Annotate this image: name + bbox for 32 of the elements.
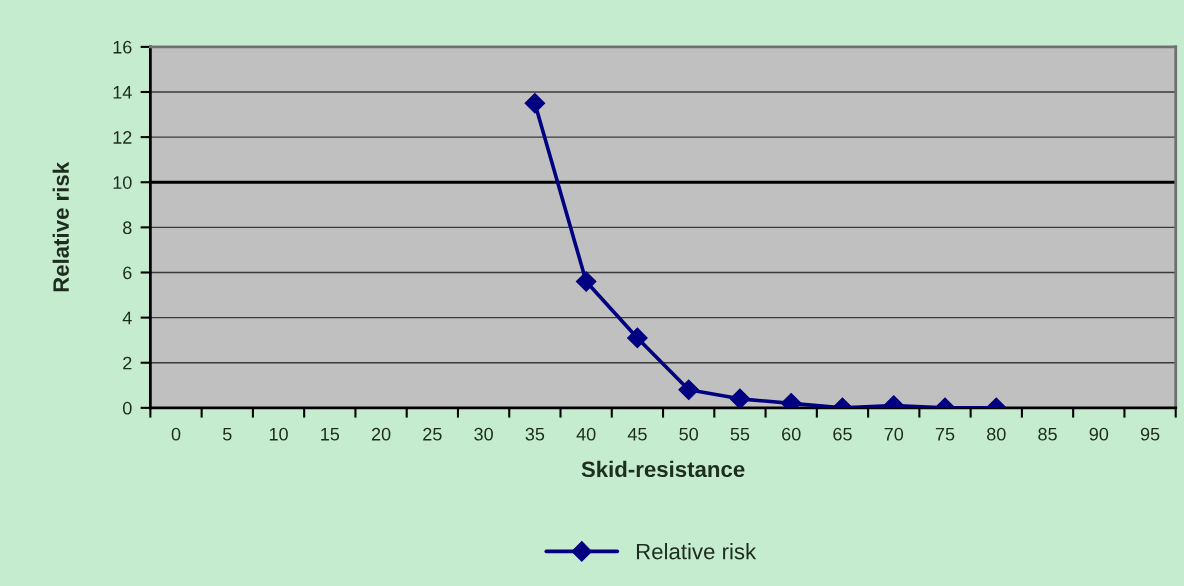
x-tick-label: 75	[935, 427, 955, 441]
x-tick-label: 60	[782, 427, 801, 441]
y-tick-label: 14	[113, 86, 132, 99]
x-tick-label: 55	[730, 427, 750, 441]
x-tick-label: 0	[171, 427, 181, 441]
x-tick-label: 25	[423, 427, 442, 441]
y-tick-label: 12	[113, 131, 132, 144]
x-tick-label: 15	[321, 427, 340, 441]
x-tick-label: 45	[627, 427, 647, 441]
x-tick-label: 10	[269, 427, 288, 441]
y-tick-label: 0	[122, 401, 132, 415]
x-tick-label: 35	[525, 427, 545, 441]
x-axis-title: Skid-resistance	[581, 460, 745, 478]
y-tick-label: 8	[123, 221, 132, 235]
x-tick-label: 5	[222, 427, 232, 441]
x-tick-label: 80	[987, 427, 1006, 441]
y-tick-label: 10	[113, 176, 132, 189]
x-tick-label: 30	[474, 427, 493, 441]
x-tick-label: 50	[679, 427, 699, 441]
y-tick-label: 6	[123, 266, 132, 280]
y-axis-title: Relative risk	[52, 161, 69, 292]
x-tick-label: 90	[1089, 427, 1109, 441]
y-tick-label: 2	[123, 356, 132, 370]
x-tick-label: 40	[576, 427, 596, 441]
x-tick-label: 20	[371, 427, 391, 441]
x-tick-label: 85	[1038, 427, 1057, 441]
legend-label: Relative risk	[636, 543, 757, 560]
x-tick-label: 65	[833, 427, 852, 441]
x-tick-label: 70	[884, 427, 904, 441]
y-tick-label: 16	[113, 40, 132, 54]
y-tick-label: 4	[122, 311, 132, 325]
x-tick-label: 95	[1140, 427, 1160, 441]
